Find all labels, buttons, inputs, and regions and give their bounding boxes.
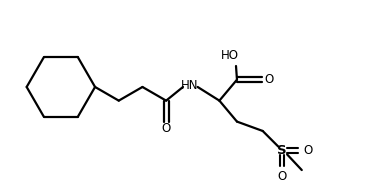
Text: O: O — [161, 123, 171, 135]
Text: HN: HN — [181, 79, 199, 93]
Text: S: S — [277, 144, 287, 157]
Text: HO: HO — [221, 49, 239, 62]
Text: O: O — [303, 144, 312, 157]
Text: O: O — [277, 170, 287, 183]
Text: O: O — [265, 73, 274, 86]
